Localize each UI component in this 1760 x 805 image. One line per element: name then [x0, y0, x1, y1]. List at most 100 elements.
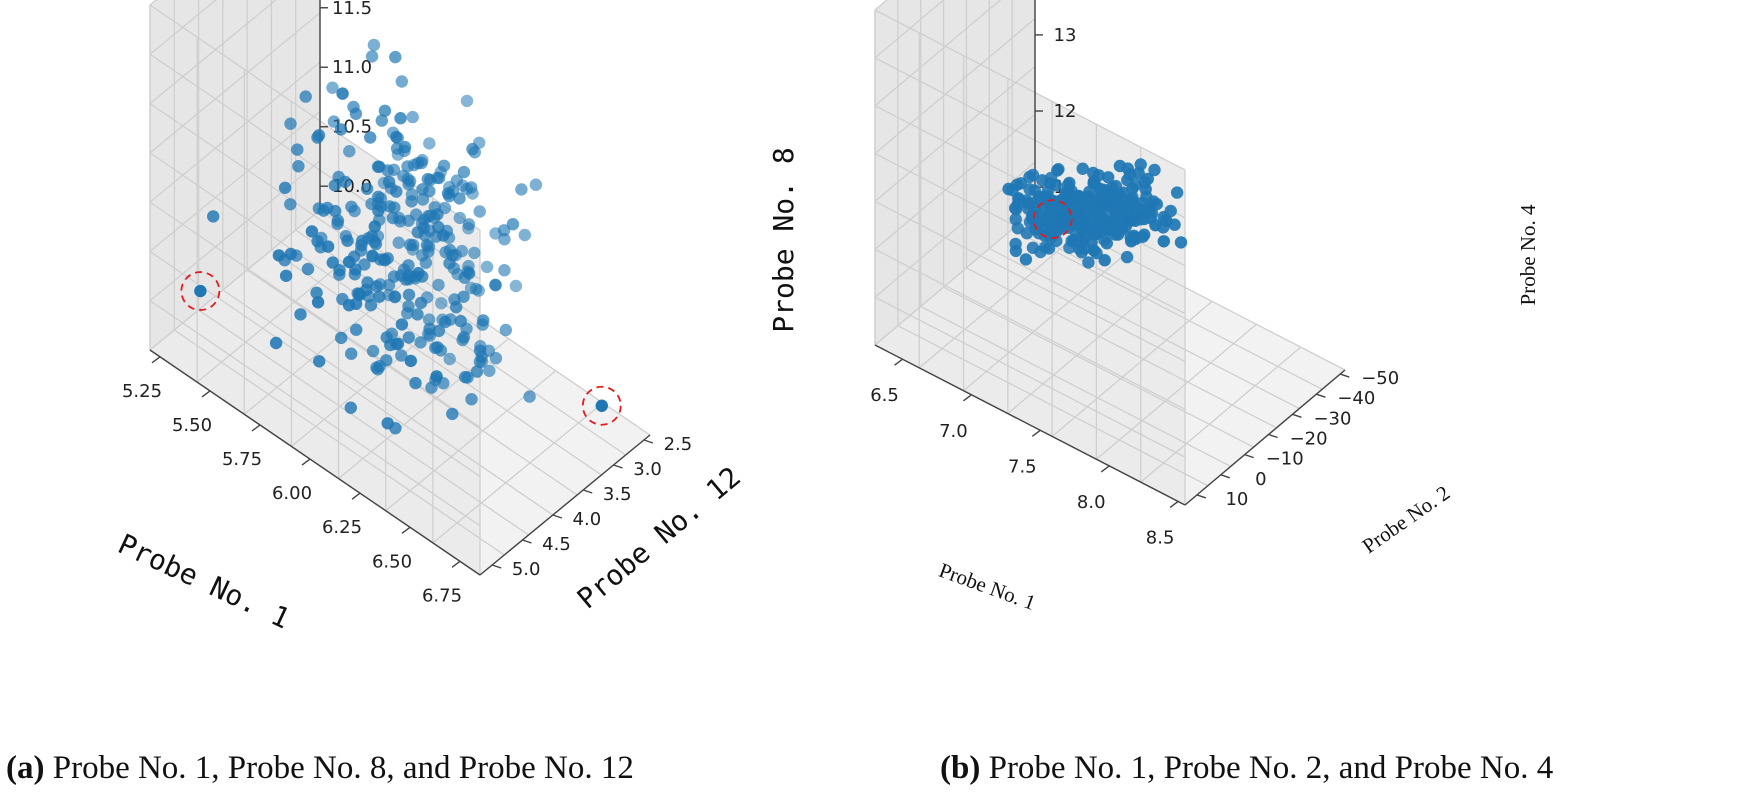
scatter-point [294, 308, 307, 321]
scatter-point [1082, 256, 1095, 269]
x-tick-label: 8.5 [1146, 527, 1175, 548]
scatter-point [1174, 236, 1188, 249]
scatter-point [373, 290, 386, 303]
scatter-point [515, 183, 528, 196]
scatter-point [391, 132, 405, 145]
scatter-point [1006, 183, 1019, 197]
scatter-point [392, 211, 406, 225]
caption-b-text: Probe No. 1, Probe No. 2, and Probe No. … [980, 750, 1554, 786]
scatter-point [456, 179, 469, 192]
scatter-point [529, 178, 543, 191]
grid-line [173, 329, 505, 556]
scatter-point [422, 240, 436, 253]
scatter-point [392, 236, 405, 249]
scatter-point [1034, 245, 1047, 259]
x-axis-line [149, 349, 481, 576]
scatter-point [489, 227, 502, 240]
scatter-point [1098, 183, 1111, 197]
scatter-point [466, 187, 479, 200]
scatter-point [460, 322, 473, 335]
scatter-point [290, 249, 303, 262]
scatter-point [284, 198, 297, 211]
y-axis-label: Probe No. 12 [571, 460, 747, 615]
scatter-point [1020, 227, 1034, 240]
scatter-point [470, 365, 484, 378]
scatter-point [377, 253, 391, 266]
outlier-highlight-circle [1032, 199, 1073, 239]
scatter-point [403, 270, 417, 284]
scatter-point [1157, 235, 1171, 248]
grid-line [874, 18, 1036, 155]
y-tick-label: 4.0 [573, 509, 602, 530]
y-tick-label: −40 [1337, 388, 1375, 409]
scatter-point [1098, 254, 1111, 267]
grid-line [874, 9, 1186, 171]
back-pane [875, 0, 1035, 345]
x-tick-label: 6.5 [870, 385, 899, 406]
x-tick-label: 6.75 [422, 585, 462, 606]
y-tick-label: 3.0 [633, 459, 662, 480]
scatter-point [395, 349, 408, 362]
scatter-point [432, 278, 445, 292]
scatter-point [423, 137, 436, 150]
scatter-point [446, 407, 459, 421]
scatter-point [1098, 233, 1111, 247]
scatter-point [1099, 200, 1112, 214]
caption-b: (b) Probe No. 1, Probe No. 2, and Probe … [940, 750, 1553, 787]
scatter-point [1033, 216, 1046, 229]
grid-line [198, 309, 529, 536]
scatter-point [411, 308, 424, 321]
grid-line [874, 200, 1186, 363]
scatter-point [1102, 171, 1115, 184]
y-tick-label: 2.5 [664, 434, 693, 455]
scatter-point [350, 323, 363, 336]
scatter-point [1084, 204, 1097, 217]
y-tick-label: −20 [1290, 428, 1328, 449]
scatter-point [312, 129, 326, 142]
scatter-point [382, 278, 396, 292]
scatter-point [427, 211, 441, 225]
scatter-point [1109, 186, 1122, 199]
y-axis-line [479, 434, 651, 576]
scatter-point [314, 241, 327, 254]
y-tick-mark [1244, 453, 1254, 459]
y-tick-mark [1196, 494, 1207, 499]
scatter-point [388, 201, 401, 214]
y-axis-label: Probe No. 2 [1358, 480, 1454, 558]
scatter-panel-a: 5.25 5.50 5.75 6.00 6.25 6.50 6.75 2.53.03.54.0… [113, 0, 800, 636]
x-tick-mark [401, 526, 411, 534]
scatter-point [385, 327, 398, 340]
scatter-point [405, 188, 419, 201]
scatter-point [489, 279, 502, 292]
y-tick-mark [491, 564, 502, 569]
scatter-point [1090, 246, 1103, 260]
grid-line [222, 289, 554, 516]
y-tick-label: 3.5 [603, 484, 632, 505]
y-tick-mark [552, 514, 563, 519]
scatter-point [366, 344, 380, 358]
scatter-point [476, 318, 489, 331]
grid-line [149, 300, 481, 527]
grid-line [943, 286, 1254, 448]
scatter-point [315, 231, 328, 245]
scatter-point [391, 148, 405, 161]
scatter-point [373, 360, 386, 373]
scatter-point [269, 336, 283, 350]
scatter-point [344, 401, 357, 414]
y-tick-label: 0 [1255, 469, 1266, 490]
scatter-point [462, 259, 475, 273]
scatter-point [371, 230, 385, 243]
scatter-point [436, 313, 449, 326]
scatter-point [345, 347, 358, 360]
scatter-point [1087, 177, 1100, 190]
z-axis-label: Probe No. 8 [767, 147, 800, 332]
scatter-point [1082, 190, 1095, 204]
scatter-point [468, 146, 481, 159]
outlier-point [1046, 212, 1059, 226]
scatter-point [1126, 191, 1139, 204]
scatter-point [1010, 203, 1023, 216]
scatter-point [1072, 191, 1086, 204]
scatter-point [1134, 158, 1147, 171]
y-tick-mark [1220, 474, 1231, 479]
grid-line [432, 402, 604, 544]
